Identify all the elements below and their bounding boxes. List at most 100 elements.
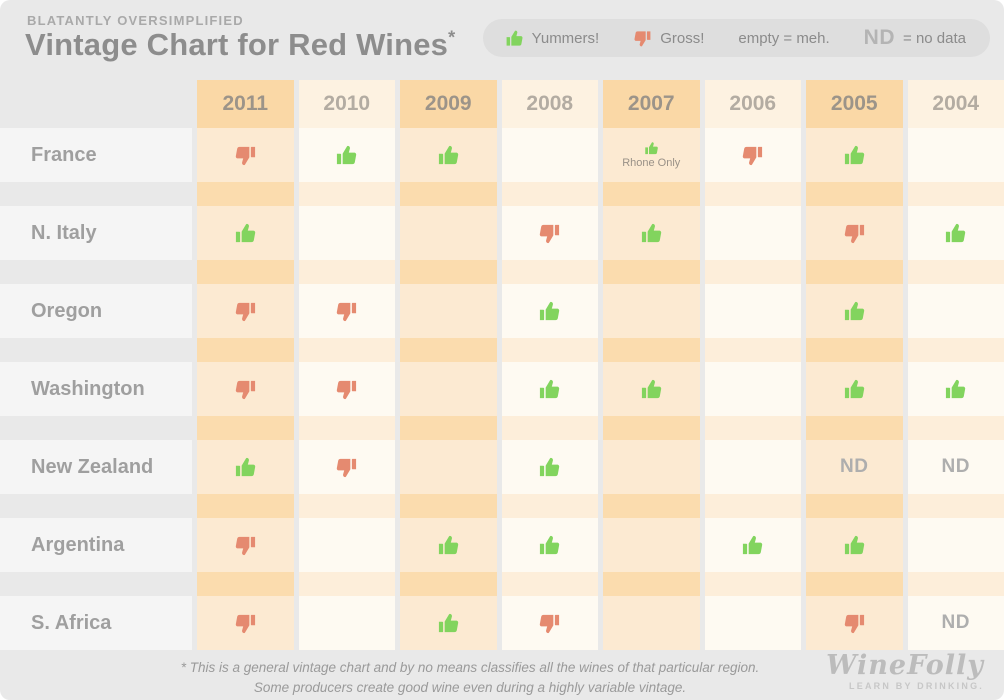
row-label-new-zealand: New Zealand [0, 440, 192, 494]
chart-kicker: BLATANTLY OVERSIMPLIFIED [27, 13, 244, 28]
spacer-cell [603, 338, 700, 362]
year-header-2006: 2006 [704, 80, 801, 128]
legend-empty: empty = meh. [738, 30, 829, 47]
vintage-table: 2011 2010 2009 2008 2007 2006 2005 2004 France Rh… [0, 80, 1004, 650]
year-header-2008: 2008 [501, 80, 598, 128]
spacer-cell [907, 182, 1004, 206]
vintage-cell-n-italy-2007 [603, 206, 700, 260]
vintage-cell-washington-2005 [806, 362, 903, 416]
thumbs-down-icon [633, 29, 652, 48]
thumbs-down-icon [743, 146, 763, 165]
year-header-2009: 2009 [400, 80, 497, 128]
spacer-cell [806, 182, 903, 206]
vintage-cell-france-2011 [197, 128, 294, 182]
spacer-cell [806, 494, 903, 518]
thumbs-down-icon [337, 458, 357, 477]
row-label-oregon: Oregon [0, 284, 192, 338]
vintage-cell-n-italy-2010 [298, 206, 395, 260]
thumbs-up-icon [844, 379, 864, 398]
thumbs-down-icon [634, 30, 651, 46]
spacer-cell [400, 494, 497, 518]
spacer-cell [197, 260, 294, 284]
vintage-cell-washington-2011 [197, 362, 294, 416]
thumbs-up-icon [844, 301, 864, 320]
legend-nd: ND = no data [864, 26, 966, 50]
thumbs-down-icon [235, 536, 255, 555]
footnote-line-2: Some producers create good wine even dur… [253, 680, 687, 695]
thumbs-up-icon [743, 535, 763, 554]
vintage-cell-n-italy-2008 [501, 206, 598, 260]
spacer-cell [298, 572, 395, 596]
thumbs-up-icon [438, 535, 458, 554]
thumbs-down-icon [337, 380, 357, 399]
vintage-cell-new-zealand-2010 [298, 440, 395, 494]
spacer-row-gap [0, 338, 192, 362]
vintage-cell-new-zealand-2007 [603, 440, 700, 494]
vintage-cell-oregon-2011 [197, 284, 294, 338]
vintage-cell-n-italy-2006 [704, 206, 801, 260]
vintage-cell-s-africa-2009 [400, 596, 497, 650]
spacer-cell [298, 260, 395, 284]
spacer-row-gap [0, 260, 192, 284]
vintage-cell-oregon-2010 [298, 284, 395, 338]
vintage-cell-washington-2007 [603, 362, 700, 416]
spacer-row-gap [0, 182, 192, 206]
vintage-cell-n-italy-2009 [400, 206, 497, 260]
winefolly-logo: WineFolly LEARN BY DRINKING. [826, 652, 984, 691]
vintage-cell-argentina-2004 [907, 518, 1004, 572]
spacer-cell [907, 416, 1004, 440]
legend-yummers-label: Yummers! [531, 29, 600, 47]
thumbs-up-icon [641, 379, 661, 398]
page-title: Vintage Chart for Red Wines* [25, 27, 456, 62]
thumbs-up-icon [540, 301, 560, 320]
spacer-cell [197, 572, 294, 596]
spacer-cell [501, 494, 598, 518]
spacer-cell [907, 494, 1004, 518]
spacer-cell [603, 182, 700, 206]
spacer-cell [197, 338, 294, 362]
year-header-2011: 2011 [197, 80, 294, 128]
thumbs-up-icon [505, 29, 524, 48]
cell-note: Rhone Only [622, 157, 681, 169]
spacer-cell [806, 338, 903, 362]
vintage-cell-oregon-2008 [501, 284, 598, 338]
legend-gross: Gross! [633, 29, 704, 48]
spacer-cell [806, 260, 903, 284]
winefolly-wordmark: WineFolly [826, 650, 984, 681]
vintage-cell-new-zealand-2008 [501, 440, 598, 494]
thumbs-down-icon [540, 614, 560, 633]
no-data-value: ND [840, 456, 869, 477]
thumbs-up-icon [235, 457, 255, 476]
spacer-row-gap [0, 416, 192, 440]
thumbs-up-icon [506, 30, 523, 46]
spacer-cell [603, 572, 700, 596]
spacer-cell [704, 416, 801, 440]
spacer-cell [197, 416, 294, 440]
no-data-value: ND [941, 612, 970, 633]
table-corner-spacer [0, 80, 192, 128]
vintage-cell-s-africa-2007 [603, 596, 700, 650]
spacer-cell [400, 182, 497, 206]
vintage-cell-washington-2006 [704, 362, 801, 416]
thumbs-down-icon [844, 224, 864, 243]
spacer-cell [197, 182, 294, 206]
year-header-2005: 2005 [806, 80, 903, 128]
vintage-cell-france-2007: Rhone Only [603, 128, 700, 182]
vintage-cell-oregon-2007 [603, 284, 700, 338]
thumbs-up-icon [540, 535, 560, 554]
footnote-line-1: * This is a general vintage chart and by… [180, 660, 760, 675]
vintage-cell-n-italy-2011 [197, 206, 294, 260]
thumbs-up-icon [844, 535, 864, 554]
spacer-row-gap [0, 572, 192, 596]
thumbs-up-icon [844, 145, 864, 164]
spacer-cell [704, 494, 801, 518]
spacer-cell [907, 338, 1004, 362]
thumbs-up-icon [946, 223, 966, 242]
vintage-cell-france-2004 [907, 128, 1004, 182]
vintage-cell-new-zealand-2006 [704, 440, 801, 494]
vintage-cell-s-africa-2006 [704, 596, 801, 650]
vintage-cell-argentina-2006 [704, 518, 801, 572]
legend-nd-label: = no data [903, 29, 966, 47]
spacer-cell [298, 416, 395, 440]
thumbs-up-icon [641, 223, 661, 242]
